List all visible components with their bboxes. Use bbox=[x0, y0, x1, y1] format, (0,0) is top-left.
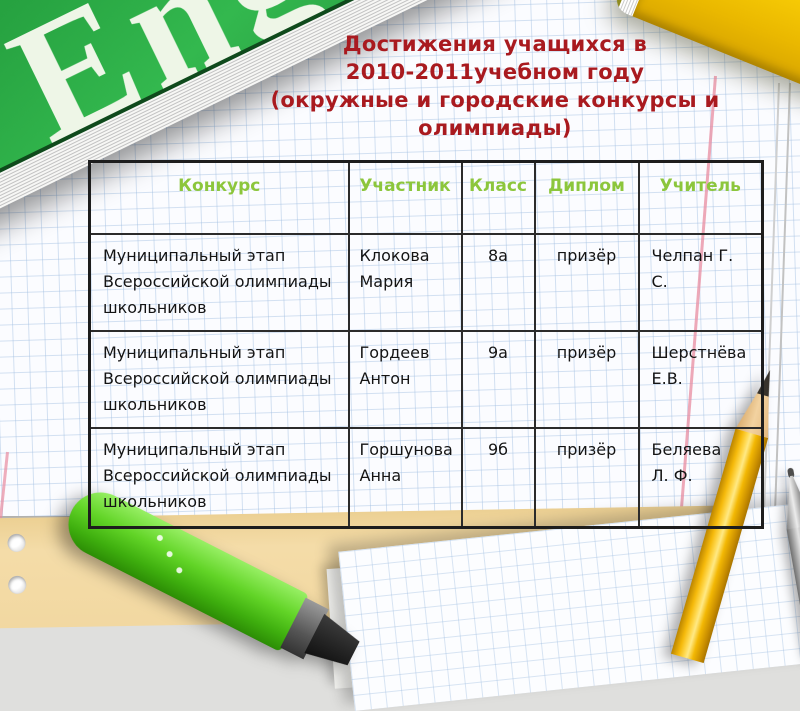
cell-diploma: призёр bbox=[533, 330, 640, 429]
slide-title: Достижения учащихся в 2010-2011учебном г… bbox=[270, 30, 720, 142]
marker-dot bbox=[175, 566, 184, 575]
title-line: 2010-2011учебном году bbox=[345, 60, 645, 84]
cell-grade: 9а bbox=[460, 330, 536, 429]
cell-contest: Муниципальный этап Всероссийской олимпиа… bbox=[88, 427, 350, 529]
cell-teacher: Беляева Л. Ф. bbox=[637, 427, 764, 529]
header-cell-diploma: Диплом bbox=[533, 160, 640, 235]
cell-contest: Муниципальный этап Всероссийской олимпиа… bbox=[88, 233, 350, 332]
cell-participant: Гордеев Антон bbox=[347, 330, 463, 429]
header-cell-teacher: Учитель bbox=[637, 160, 764, 235]
punch-hole bbox=[7, 533, 26, 553]
header-cell-participant: Участник bbox=[347, 160, 463, 235]
cell-participant: Горшунова Анна bbox=[347, 427, 463, 529]
punch-hole bbox=[8, 575, 27, 595]
cell-participant: Клокова Мария bbox=[347, 233, 463, 332]
table-row: Муниципальный этап Всероссийской олимпиа… bbox=[88, 330, 764, 429]
cell-diploma: призёр bbox=[533, 233, 640, 332]
title-line: олимпиады) bbox=[418, 116, 572, 140]
title-line: Достижения учащихся в bbox=[342, 32, 648, 56]
header-cell-contest: Конкурс bbox=[88, 160, 350, 235]
table-row: Муниципальный этап Всероссийской олимпиа… bbox=[88, 427, 764, 529]
cell-grade: 8а bbox=[460, 233, 536, 332]
header-cell-grade: Класс bbox=[460, 160, 536, 235]
cell-grade: 9б bbox=[460, 427, 536, 529]
title-line: (окружные и городские конкурсы и bbox=[270, 88, 720, 112]
table-header-row: Конкурс Участник Класс Диплом Учитель bbox=[88, 160, 764, 235]
cell-contest: Муниципальный этап Всероссийской олимпиа… bbox=[88, 330, 350, 429]
achievements-table-container: Конкурс Участник Класс Диплом Учитель Му… bbox=[88, 160, 764, 529]
cell-teacher: Челпан Г. С. bbox=[637, 233, 764, 332]
cell-teacher: Шерстнёва Е.В. bbox=[637, 330, 764, 429]
marker-dot bbox=[165, 550, 174, 559]
achievements-table: Конкурс Участник Класс Диплом Учитель Му… bbox=[88, 160, 764, 529]
marker-dot bbox=[155, 533, 164, 542]
table-row: Муниципальный этап Всероссийской олимпиа… bbox=[88, 233, 764, 332]
cell-diploma: призёр bbox=[533, 427, 640, 529]
